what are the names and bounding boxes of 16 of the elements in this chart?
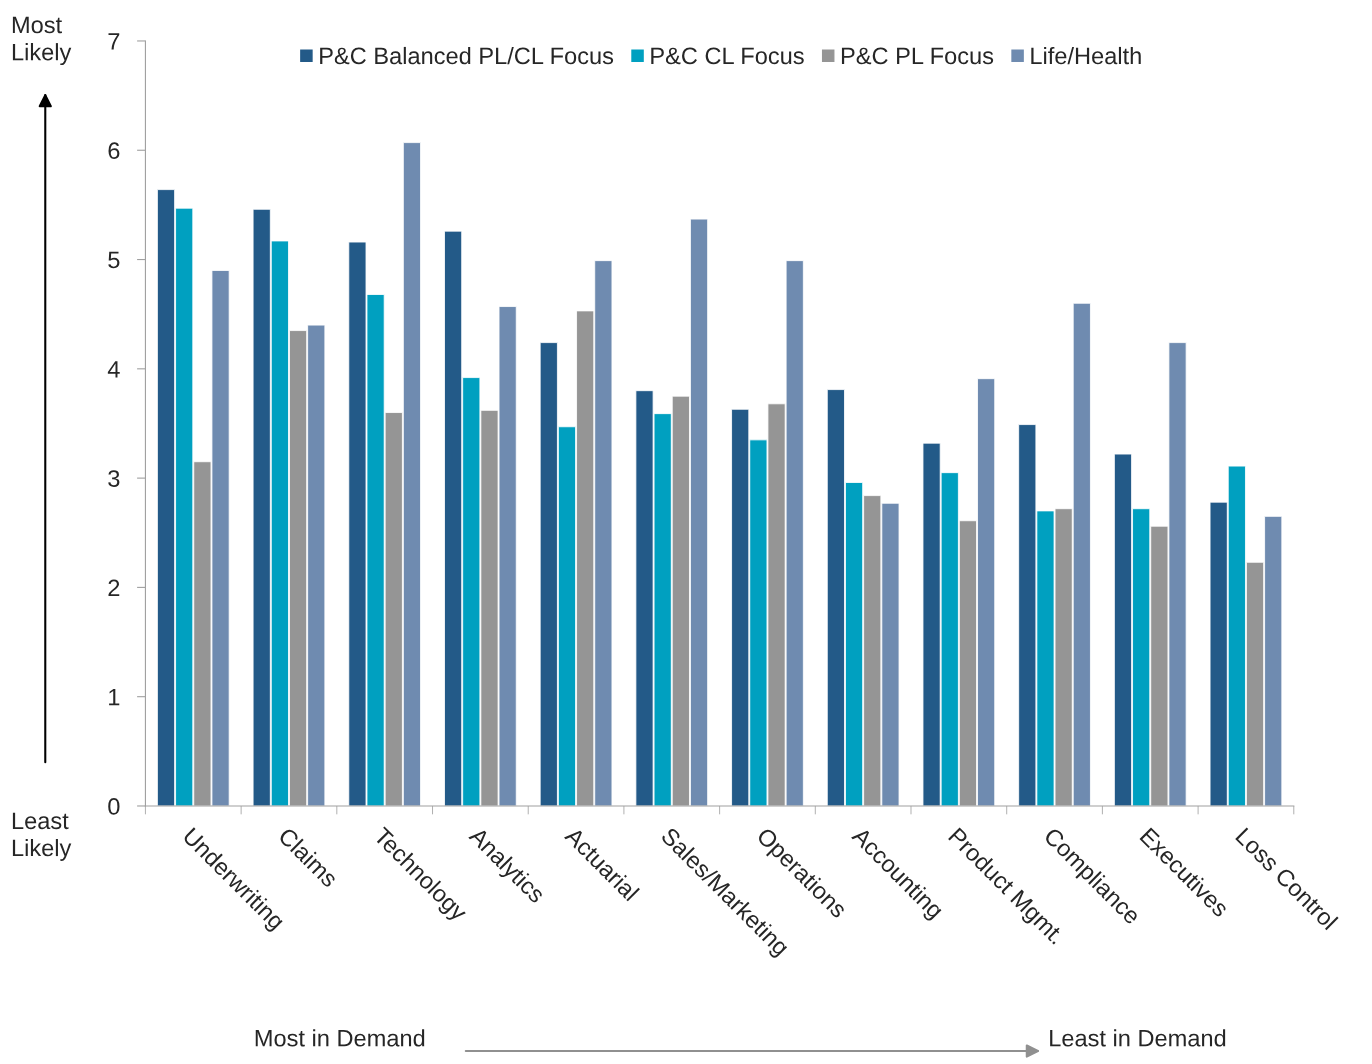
legend-label: P&C CL Focus <box>651 47 804 65</box>
y-tick-label: 7 <box>108 33 120 50</box>
text: Most in Demand <box>255 1029 425 1047</box>
text: Least in Demand <box>1050 1029 1226 1047</box>
text: Most Likely <box>12 16 72 66</box>
y-tick-label: 4 <box>107 361 120 378</box>
y-tick-label: 2 <box>108 579 120 596</box>
legend-label: P&C PL Focus <box>841 47 994 65</box>
y-tick-label: 5 <box>108 251 120 269</box>
text: Least Likely <box>12 812 72 861</box>
y-tick-label: 0 <box>108 798 120 815</box>
y-tick-label: 6 <box>108 142 120 160</box>
y-tick-label: 3 <box>108 470 120 487</box>
legend-label: P&C Balanced PL/CL Focus <box>320 46 614 65</box>
legend-label: Life/Health <box>1031 46 1141 65</box>
y-tick-label: 1 <box>109 689 120 706</box>
